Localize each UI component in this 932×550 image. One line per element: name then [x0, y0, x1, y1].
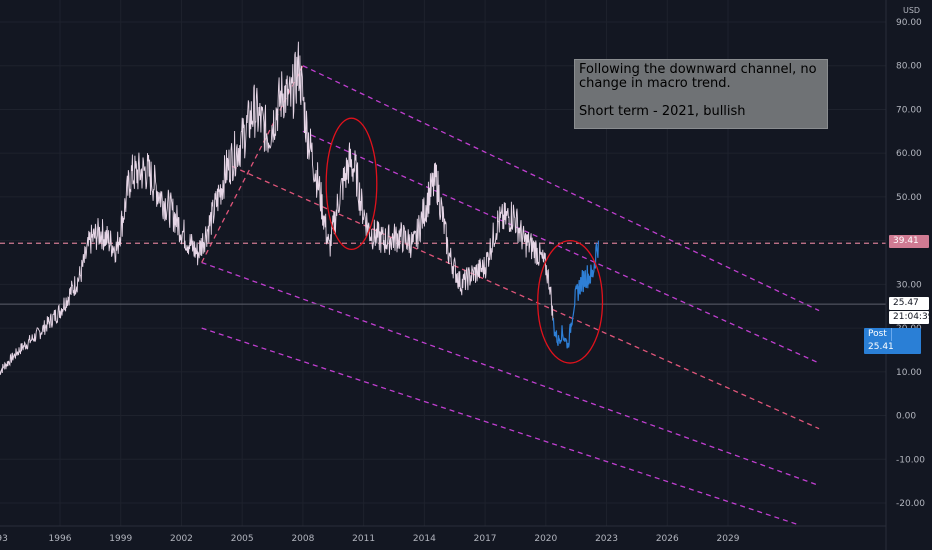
post-value: 25.41 — [868, 342, 894, 352]
channel-line-4 — [201, 327, 800, 526]
y-tick-label: 50.00 — [896, 193, 922, 203]
channel-lines — [201, 65, 820, 526]
price-line-historical — [0, 41, 554, 375]
y-tick-label: 0.00 — [896, 412, 916, 422]
channel-line-2 — [231, 165, 820, 430]
x-tick-label: 2008 — [291, 534, 314, 544]
countdown-badge: 21:04:39 — [889, 311, 932, 324]
x-tick-label: 2017 — [474, 534, 497, 544]
post-label: Post — [864, 328, 892, 341]
channel-line-3 — [201, 261, 820, 487]
currency-label: USD — [903, 6, 921, 15]
y-tick-label: 10.00 — [896, 368, 922, 378]
annotation-line-1: Following the downward channel, no chang… — [579, 62, 817, 91]
channel-line-1 — [302, 130, 820, 364]
annotation-line-2: Short term - 2021, bullish — [579, 104, 746, 119]
last-price-badge: 25.47 — [889, 297, 929, 310]
annotation-box[interactable]: Following the downward channel, no chang… — [574, 59, 828, 129]
y-tick-label: 30.00 — [896, 280, 922, 290]
price-series — [0, 41, 599, 375]
x-tick-label: 2029 — [717, 534, 740, 544]
y-tick-label: 70.00 — [896, 105, 922, 115]
highlight-ellipses — [325, 117, 604, 364]
level-price-badge: 39.41 — [889, 235, 929, 248]
grid — [0, 0, 886, 526]
x-tick-label: 2005 — [231, 534, 254, 544]
x-tick-label: 2026 — [656, 534, 679, 544]
x-tick-label: 2020 — [534, 534, 557, 544]
post-market-badge: Post25.41 — [864, 328, 921, 354]
x-tick-label: 1996 — [49, 534, 72, 544]
highlight-ellipse-0 — [325, 117, 378, 251]
y-tick-label: 80.00 — [896, 62, 922, 72]
x-tick-label: 2014 — [413, 534, 436, 544]
y-axis-ticks: 90.0080.0070.0060.0050.0040.0030.0020.00… — [896, 18, 925, 509]
horizontal-levels — [0, 242, 886, 305]
y-tick-label: -20.00 — [896, 499, 925, 509]
x-tick-label: 2002 — [170, 534, 193, 544]
x-axis-ticks: 993 1996 1999 2002 2005 2008 2011 2014 2017 2020 2… — [0, 534, 740, 544]
x-tick-label: 1999 — [109, 534, 132, 544]
y-tick-label: -10.00 — [896, 455, 925, 465]
x-tick-label: 2023 — [595, 534, 618, 544]
x-tick-label: 993 — [0, 534, 8, 544]
highlight-ellipse-1 — [537, 239, 604, 364]
y-tick-label: 60.00 — [896, 149, 922, 159]
x-tick-label: 2011 — [352, 534, 375, 544]
y-tick-label: 90.00 — [896, 18, 922, 28]
price-line-recent — [552, 240, 599, 349]
